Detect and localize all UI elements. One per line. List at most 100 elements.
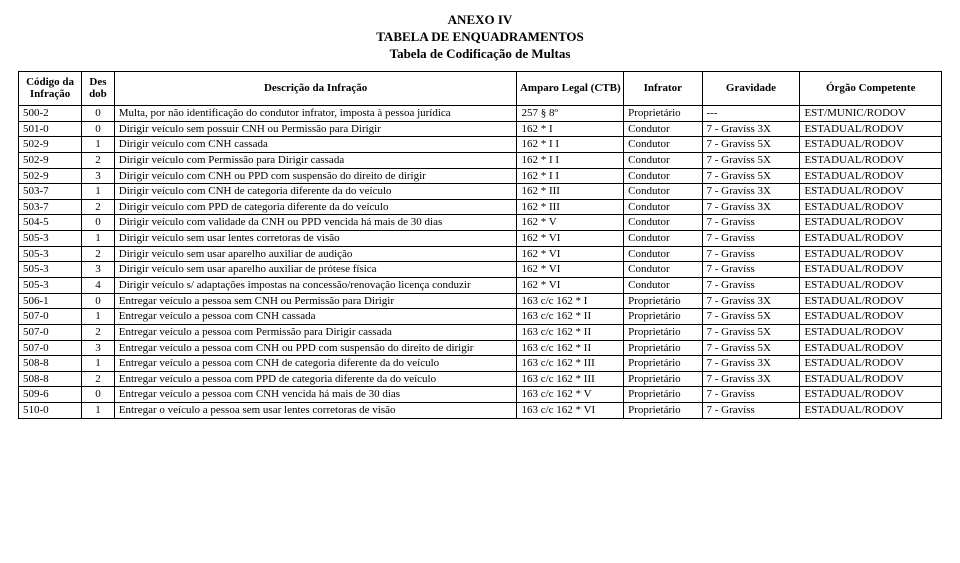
multas-table: Código da Infração Des dob Descrição da … (18, 71, 942, 419)
cell-infrator: Condutor (624, 152, 702, 168)
cell-des: 4 (82, 278, 115, 294)
table-row: 506-10Entregar veículo a pessoa sem CNH … (19, 293, 942, 309)
cell-des: 0 (82, 215, 115, 231)
cell-infrator: Condutor (624, 121, 702, 137)
cell-orgao: ESTADUAL/RODOV (800, 121, 942, 137)
cell-orgao: ESTADUAL/RODOV (800, 262, 942, 278)
cell-des: 2 (82, 246, 115, 262)
col-header-descricao: Descrição da Infração (114, 71, 517, 105)
cell-amparo: 163 c/c 162 * II (517, 324, 624, 340)
cell-infrator: Condutor (624, 246, 702, 262)
cell-descricao: Entregar o veículo a pessoa sem usar len… (114, 403, 517, 419)
table-row: 501-00Dirigir veículo sem possuir CNH ou… (19, 121, 942, 137)
cell-amparo: 163 c/c 162 * III (517, 371, 624, 387)
cell-descricao: Dirigir veículo com validade da CNH ou P… (114, 215, 517, 231)
cell-gravidade: 7 - Gravíss (702, 262, 800, 278)
cell-des: 0 (82, 293, 115, 309)
cell-orgao: ESTADUAL/RODOV (800, 309, 942, 325)
cell-infrator: Proprietário (624, 403, 702, 419)
cell-infrator: Condutor (624, 184, 702, 200)
cell-gravidade: 7 - Gravíss 5X (702, 324, 800, 340)
cell-codigo: 504-5 (19, 215, 82, 231)
cell-codigo: 506-1 (19, 293, 82, 309)
cell-orgao: ESTADUAL/RODOV (800, 293, 942, 309)
cell-orgao: ESTADUAL/RODOV (800, 184, 942, 200)
cell-des: 1 (82, 137, 115, 153)
cell-descricao: Dirigir veículo com CNH de categoria dif… (114, 184, 517, 200)
cell-gravidade: 7 - Gravíss 3X (702, 293, 800, 309)
cell-des: 3 (82, 340, 115, 356)
cell-infrator: Proprietário (624, 356, 702, 372)
cell-gravidade: 7 - Gravíss 5X (702, 168, 800, 184)
cell-descricao: Entregar veículo a pessoa com CNH ou PPD… (114, 340, 517, 356)
cell-amparo: 162 * VI (517, 278, 624, 294)
cell-des: 1 (82, 403, 115, 419)
table-row: 505-32Dirigir veículo sem usar aparelho … (19, 246, 942, 262)
cell-codigo: 502-9 (19, 137, 82, 153)
cell-infrator: Condutor (624, 168, 702, 184)
cell-descricao: Entregar veículo a pessoa com CNH cassad… (114, 309, 517, 325)
cell-descricao: Dirigir veículo sem possuir CNH ou Permi… (114, 121, 517, 137)
cell-descricao: Entregar veículo a pessoa sem CNH ou Per… (114, 293, 517, 309)
cell-codigo: 508-8 (19, 371, 82, 387)
cell-codigo: 509-6 (19, 387, 82, 403)
cell-infrator: Condutor (624, 215, 702, 231)
cell-infrator: Proprietário (624, 340, 702, 356)
cell-codigo: 502-9 (19, 168, 82, 184)
cell-amparo: 163 c/c 162 * VI (517, 403, 624, 419)
cell-amparo: 162 * V (517, 215, 624, 231)
cell-codigo: 503-7 (19, 184, 82, 200)
cell-des: 3 (82, 168, 115, 184)
cell-gravidade: 7 - Gravíss (702, 215, 800, 231)
cell-des: 1 (82, 184, 115, 200)
cell-descricao: Dirigir veículo sem usar aparelho auxili… (114, 262, 517, 278)
cell-gravidade: 7 - Gravíss 3X (702, 121, 800, 137)
cell-infrator: Proprietário (624, 309, 702, 325)
cell-descricao: Entregar veículo a pessoa com Permissão … (114, 324, 517, 340)
table-row: 508-82Entregar veículo a pessoa com PPD … (19, 371, 942, 387)
table-row: 504-50Dirigir veículo com validade da CN… (19, 215, 942, 231)
cell-codigo: 505-3 (19, 246, 82, 262)
cell-gravidade: 7 - Gravíss 3X (702, 371, 800, 387)
cell-codigo: 508-8 (19, 356, 82, 372)
cell-des: 2 (82, 324, 115, 340)
title-line-3: Tabela de Codificação de Multas (18, 46, 942, 63)
cell-des: 1 (82, 231, 115, 247)
table-row: 503-72Dirigir veículo com PPD de categor… (19, 199, 942, 215)
cell-des: 0 (82, 105, 115, 121)
cell-amparo: 163 c/c 162 * V (517, 387, 624, 403)
cell-amparo: 162 * III (517, 184, 624, 200)
col-header-infrator: Infrator (624, 71, 702, 105)
cell-amparo: 162 * I I (517, 168, 624, 184)
cell-amparo: 162 * I I (517, 137, 624, 153)
col-header-gravidade: Gravidade (702, 71, 800, 105)
cell-descricao: Entregar veículo a pessoa com CNH vencid… (114, 387, 517, 403)
cell-codigo: 505-3 (19, 231, 82, 247)
table-row: 505-33Dirigir veículo sem usar aparelho … (19, 262, 942, 278)
cell-orgao: ESTADUAL/RODOV (800, 152, 942, 168)
cell-gravidade: 7 - Gravíss (702, 231, 800, 247)
cell-gravidade: 7 - Gravíss 3X (702, 356, 800, 372)
cell-descricao: Entregar veículo a pessoa com CNH de cat… (114, 356, 517, 372)
cell-codigo: 505-3 (19, 262, 82, 278)
table-row: 500-20Multa, por não identificação do co… (19, 105, 942, 121)
cell-descricao: Dirigir veículo com Permissão para Dirig… (114, 152, 517, 168)
cell-infrator: Proprietário (624, 371, 702, 387)
col-header-des: Des dob (82, 71, 115, 105)
cell-orgao: ESTADUAL/RODOV (800, 371, 942, 387)
cell-des: 2 (82, 152, 115, 168)
cell-des: 3 (82, 262, 115, 278)
cell-amparo: 163 c/c 162 * III (517, 356, 624, 372)
cell-descricao: Dirigir veículo com CNH ou PPD com suspe… (114, 168, 517, 184)
cell-des: 1 (82, 356, 115, 372)
cell-amparo: 163 c/c 162 * II (517, 309, 624, 325)
cell-gravidade: 7 - Gravíss 5X (702, 340, 800, 356)
table-row: 507-03Entregar veículo a pessoa com CNH … (19, 340, 942, 356)
cell-codigo: 500-2 (19, 105, 82, 121)
cell-gravidade: 7 - Gravíss 3X (702, 184, 800, 200)
cell-gravidade: 7 - Gravíss 5X (702, 137, 800, 153)
cell-amparo: 163 c/c 162 * I (517, 293, 624, 309)
col-header-amparo: Amparo Legal (CTB) (517, 71, 624, 105)
cell-des: 1 (82, 309, 115, 325)
cell-infrator: Proprietário (624, 387, 702, 403)
